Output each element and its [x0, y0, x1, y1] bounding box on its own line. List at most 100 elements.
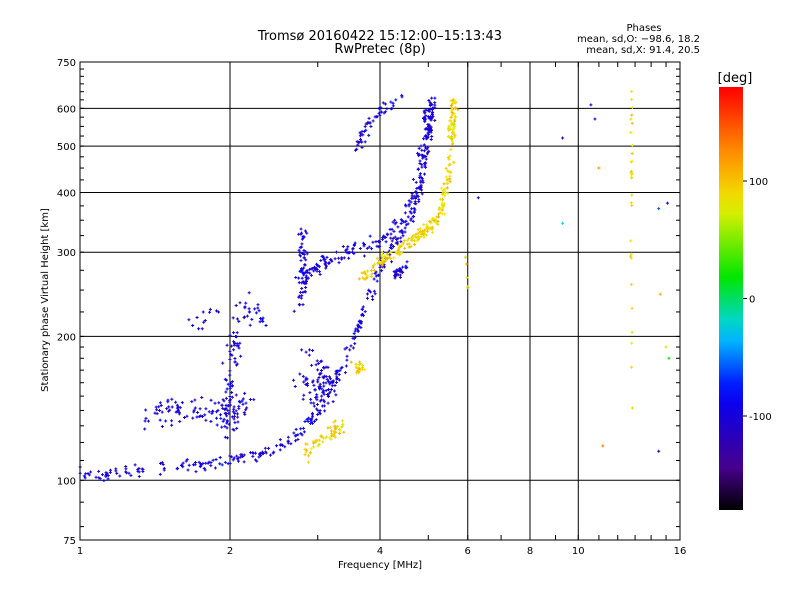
data-point: [257, 455, 261, 459]
data-point: [158, 418, 162, 422]
data-point: [392, 256, 396, 260]
data-point: [391, 104, 395, 108]
x-tick-label: 6: [465, 546, 471, 557]
data-point: [124, 467, 128, 471]
data-point: [377, 106, 381, 110]
data-point: [244, 408, 248, 412]
data-point: [405, 239, 409, 243]
data-point: [449, 170, 453, 174]
data-point: [329, 258, 333, 262]
data-point: [629, 89, 633, 93]
data-point: [97, 469, 101, 473]
data-point: [300, 281, 304, 285]
data-point: [316, 264, 320, 268]
data-point: [427, 98, 431, 102]
data-point: [297, 232, 301, 236]
data-point: [345, 358, 349, 362]
data-point: [264, 323, 268, 327]
data-point: [228, 395, 232, 399]
data-point: [383, 254, 387, 258]
data-point: [419, 179, 423, 183]
data-point: [225, 387, 229, 391]
y-tick-label: 750: [57, 58, 76, 69]
data-point: [355, 371, 359, 375]
data-point: [399, 240, 403, 244]
data-point: [181, 465, 185, 469]
data-point: [341, 422, 345, 426]
data-point: [229, 381, 233, 385]
data-point: [443, 194, 447, 198]
data-point: [448, 127, 452, 131]
data-point: [420, 177, 424, 181]
data-point: [161, 462, 165, 466]
data-point: [129, 474, 133, 478]
data-point: [382, 111, 386, 115]
data-point: [197, 460, 201, 464]
data-point: [629, 256, 633, 260]
data-point: [372, 289, 376, 293]
data-point: [351, 346, 355, 350]
data-point: [360, 146, 364, 150]
data-point: [203, 468, 207, 472]
data-point: [204, 461, 208, 465]
data-point: [383, 260, 387, 264]
data-point: [98, 477, 102, 481]
data-point: [421, 156, 425, 160]
data-points: [78, 89, 671, 483]
data-point: [413, 242, 417, 246]
data-point: [390, 239, 394, 243]
data-point: [426, 109, 430, 113]
data-point: [630, 341, 634, 345]
data-point: [306, 454, 310, 458]
data-point: [305, 280, 309, 284]
data-point: [325, 255, 329, 259]
data-point: [213, 401, 217, 405]
data-point: [657, 207, 661, 211]
data-point: [243, 306, 247, 310]
data-point: [333, 431, 337, 435]
data-point: [320, 254, 324, 258]
data-point: [401, 270, 405, 274]
data-point: [396, 225, 400, 229]
data-point: [195, 315, 199, 319]
data-point: [312, 419, 316, 423]
data-point: [228, 369, 232, 373]
data-point: [351, 247, 355, 251]
data-point: [391, 236, 395, 240]
data-point: [392, 270, 396, 274]
data-point: [220, 425, 224, 429]
data-point: [389, 100, 393, 104]
data-point: [196, 411, 200, 415]
data-point: [304, 448, 308, 452]
data-point: [425, 126, 429, 130]
data-point: [297, 248, 301, 252]
axis-ticks: [79, 61, 681, 540]
data-point: [353, 335, 357, 339]
data-point: [416, 167, 420, 171]
data-point: [630, 365, 634, 369]
data-point: [250, 317, 254, 321]
data-point: [228, 454, 232, 458]
data-point: [249, 451, 253, 455]
data-point: [234, 335, 238, 339]
data-point: [299, 296, 303, 300]
data-point: [367, 245, 371, 249]
data-point: [230, 391, 234, 395]
x-tick-label: 10: [572, 546, 585, 557]
data-point: [404, 204, 408, 208]
data-point: [410, 239, 414, 243]
data-point: [247, 307, 251, 311]
data-point: [427, 130, 431, 134]
data-point: [327, 379, 331, 383]
data-point: [137, 474, 141, 478]
data-point: [170, 419, 174, 423]
data-point: [333, 427, 337, 431]
data-point: [405, 260, 409, 264]
data-point: [393, 218, 397, 222]
data-point: [384, 240, 388, 244]
data-point: [184, 459, 188, 463]
data-point: [197, 327, 201, 331]
data-point: [365, 296, 369, 300]
data-point: [334, 250, 338, 254]
